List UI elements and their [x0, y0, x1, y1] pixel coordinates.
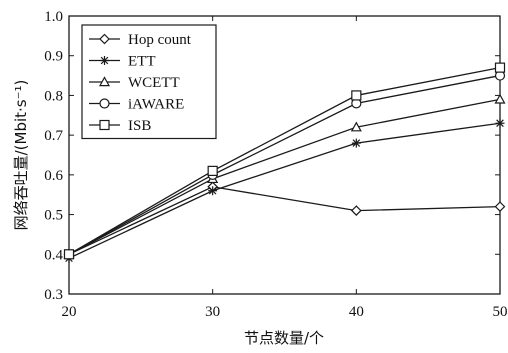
data-point-hop-count: [494, 201, 506, 212]
legend-label-wcett: WCETT: [128, 75, 180, 91]
data-point-wcett: [350, 121, 362, 132]
data-point-isb: [494, 62, 506, 73]
data-point-ett: [495, 118, 505, 128]
legend-label-iaware: iAWARE: [128, 97, 184, 113]
legend-label-ett: ETT: [128, 54, 156, 70]
legend-marker-isb: [99, 119, 110, 131]
series-layer: [63, 62, 506, 263]
asterisk-stroke: [208, 186, 217, 195]
series-line-iaware: [68, 74, 501, 255]
legend-marker-hop-count: [99, 33, 110, 45]
data-point-ett: [208, 186, 218, 196]
y-axis-label: 网络吞吐量/(Mbit·s⁻¹): [12, 80, 30, 231]
x-tick-label: 40: [349, 304, 364, 320]
series-line-wcett: [68, 98, 501, 255]
legend-marker-wcett: [98, 76, 111, 87]
asterisk-stroke: [352, 139, 361, 147]
x-axis-label: 节点数量/个: [244, 329, 324, 347]
legend: Hop count ETT WCETT iAWARE ISB: [81, 24, 217, 140]
legend-label-hop-count: Hop count: [128, 32, 192, 48]
y-tick-label: 0.4: [44, 247, 63, 263]
series-ett: [64, 118, 505, 263]
x-tick-label: 30: [205, 304, 220, 320]
plot-frame: [68, 15, 501, 295]
y-tick-label: 0.3: [44, 287, 63, 303]
axes: 0.3 0.4 0.5 0.6 0.7 0.8 0.9 1.0 20 30 40 50: [44, 9, 507, 320]
asterisk-stroke: [496, 119, 504, 128]
data-point-isb: [63, 249, 75, 260]
data-point-wcett: [494, 93, 506, 104]
y-tick-label: 0.7: [44, 128, 63, 144]
data-point-isb: [351, 90, 362, 101]
legend-marker-iaware: [99, 98, 110, 109]
series-isb: [63, 62, 506, 260]
legend-marker-ett: [100, 56, 109, 65]
legend-label-isb: ISB: [128, 118, 151, 134]
data-point-isb: [207, 165, 218, 176]
y-tick-label: 1.0: [44, 9, 63, 25]
y-tick-label: 0.5: [44, 208, 63, 224]
series-line-ett: [68, 122, 501, 259]
data-point-hop-count: [350, 205, 362, 216]
y-tick-label: 0.9: [44, 49, 63, 65]
y-tick-label: 0.8: [44, 88, 63, 104]
series-line-isb: [68, 66, 501, 255]
asterisk-stroke: [100, 56, 109, 65]
x-tick-label: 50: [493, 304, 508, 320]
y-tick-label: 0.6: [44, 168, 63, 184]
x-tick-label: 20: [62, 304, 77, 320]
series-line-hop-count: [68, 186, 501, 255]
data-point-ett: [351, 138, 361, 148]
